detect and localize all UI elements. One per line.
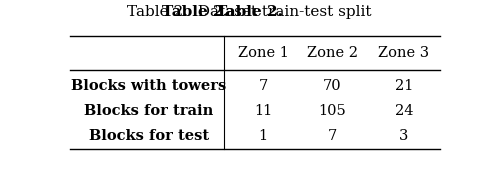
Text: 105: 105 <box>319 104 346 118</box>
Text: 70: 70 <box>323 79 342 93</box>
Text: 1: 1 <box>258 129 267 143</box>
Text: Blocks for train: Blocks for train <box>85 104 214 118</box>
Text: Blocks for test: Blocks for test <box>89 129 209 143</box>
Text: 7: 7 <box>258 79 267 93</box>
Text: 3: 3 <box>399 129 408 143</box>
Text: Table 2.: Table 2. <box>216 5 282 19</box>
Text: Table 2.: Table 2. <box>162 5 229 19</box>
Text: 21: 21 <box>394 79 413 93</box>
Text: 7: 7 <box>328 129 337 143</box>
Text: Blocks with towers: Blocks with towers <box>72 79 227 93</box>
Text: 24: 24 <box>394 104 413 118</box>
Text: Zone 1: Zone 1 <box>238 46 288 60</box>
Text: Zone 2: Zone 2 <box>307 46 358 60</box>
Text: 11: 11 <box>254 104 272 118</box>
Text: Table 2.  Dataset train-test split: Table 2. Dataset train-test split <box>127 5 371 19</box>
Text: Zone 3: Zone 3 <box>378 46 429 60</box>
